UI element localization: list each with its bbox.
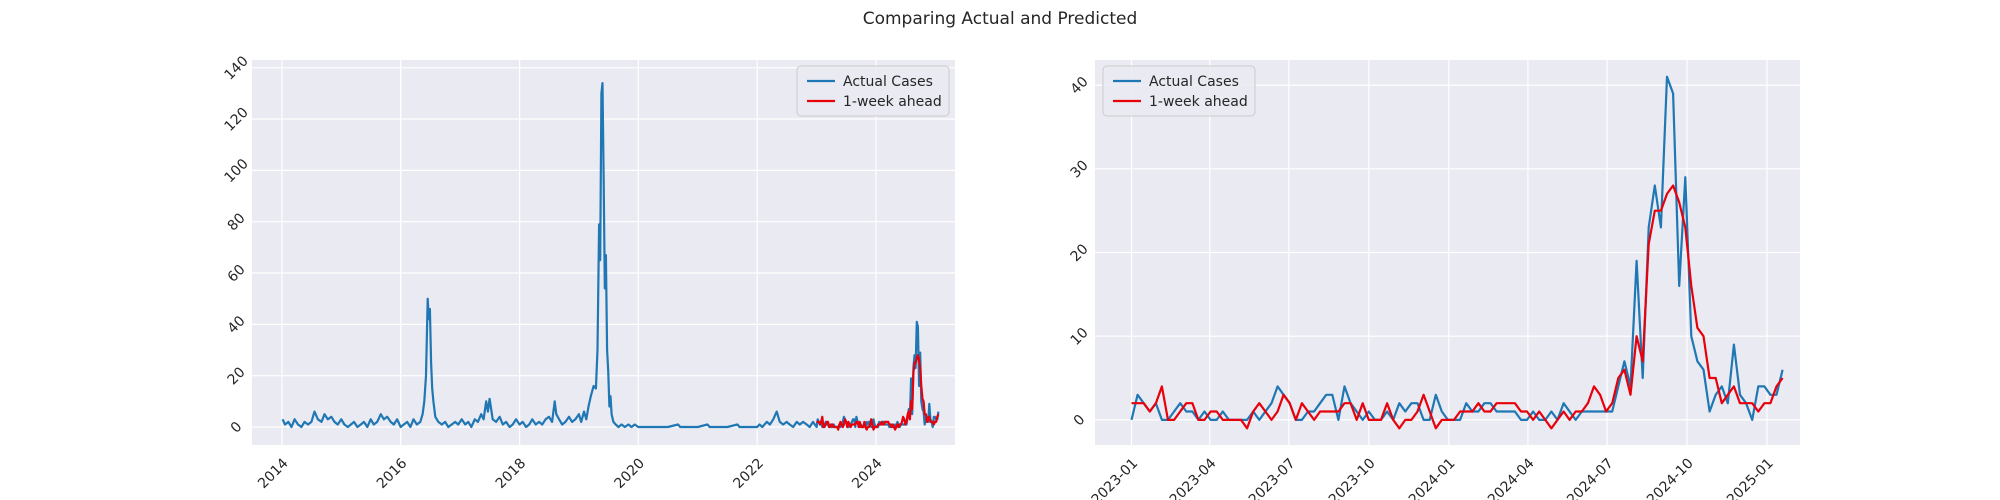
series-line-actual-cases [281, 82, 940, 429]
y-tick-label: 0 [1071, 412, 1089, 430]
x-tick-label: 2024-01 [1406, 455, 1459, 500]
y-tick-label: 80 [225, 210, 249, 234]
x-tick-label: 2024-07 [1564, 455, 1617, 500]
y-tick-label: 100 [222, 156, 252, 186]
y-tick-label: 0 [228, 419, 246, 437]
x-tick-label: 2023-07 [1246, 455, 1299, 500]
y-tick-label: 60 [225, 262, 249, 286]
series-line-1-week-ahead [816, 354, 940, 431]
x-tick-label: 2024 [849, 455, 886, 492]
x-tick-label: 2023-10 [1326, 455, 1379, 500]
y-tick-label: 40 [225, 313, 249, 337]
y-tick-label: 20 [1068, 241, 1092, 265]
y-tick-label: 10 [1068, 325, 1092, 349]
legend-label: 1-week ahead [1149, 94, 1248, 110]
y-tick-label: 120 [222, 105, 252, 135]
legend-label: Actual Cases [1149, 74, 1239, 90]
chart-panel-left: 2014 2016 2018 2020 2022 2024 0 20 40 60 80 100 120 1… [222, 53, 955, 492]
y-tick-label: 30 [1068, 157, 1092, 181]
figure-title: Comparing Actual and Predicted [863, 9, 1138, 29]
x-tick-label: 2022 [730, 455, 767, 492]
x-tick-label: 2024-10 [1644, 455, 1697, 500]
x-tick-label: 2018 [493, 455, 530, 492]
y-tick-label: 20 [225, 364, 249, 388]
legend: Actual Cases 1-week ahead [796, 65, 950, 117]
legend: Actual Cases 1-week ahead [1102, 65, 1256, 117]
x-tick-label: 2016 [374, 455, 411, 492]
y-tick-label: 40 [1068, 74, 1092, 98]
legend-label: 1-week ahead [843, 94, 942, 110]
y-tick-label: 140 [222, 53, 252, 83]
x-tick-label: 2023-01 [1089, 455, 1142, 500]
legend-box [1102, 65, 1256, 117]
legend-box [796, 65, 950, 117]
x-tick-label: 2023-04 [1167, 455, 1220, 500]
legend-label: Actual Cases [843, 74, 933, 90]
series-line-1-week-ahead [1131, 184, 1784, 430]
x-tick-label: 2020 [612, 455, 649, 492]
x-tick-label: 2024-04 [1485, 455, 1538, 500]
chart-panel-right: 2023-01 2023-04 2023-07 2023-10 2024-01 2024-… [1068, 60, 1800, 500]
x-tick-label: 2025-01 [1724, 455, 1777, 500]
x-tick-label: 2014 [255, 455, 292, 492]
